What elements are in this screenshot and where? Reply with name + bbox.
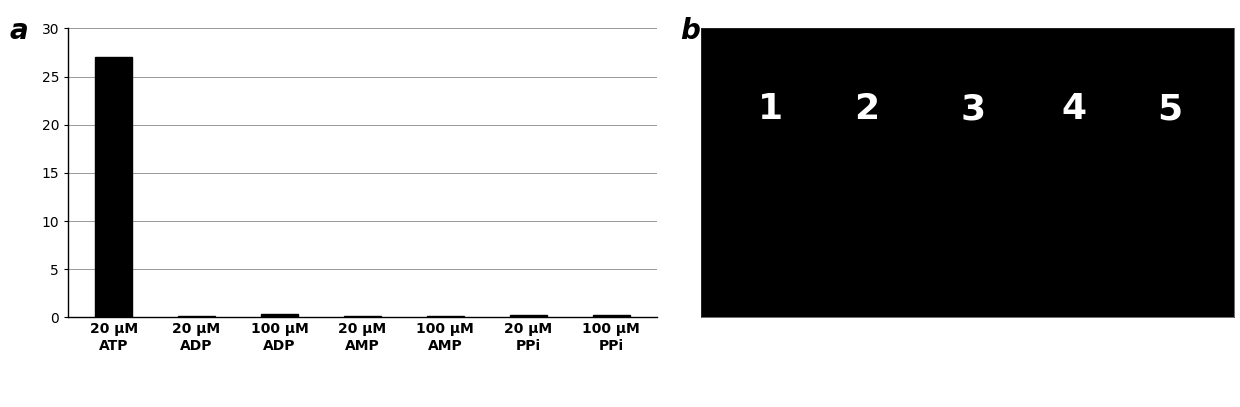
Bar bbox=[427, 316, 464, 317]
Bar bbox=[95, 57, 133, 317]
Bar bbox=[343, 316, 381, 317]
Bar bbox=[177, 316, 216, 317]
Text: 2: 2 bbox=[854, 92, 879, 127]
Text: a: a bbox=[10, 17, 29, 45]
Text: 4: 4 bbox=[1061, 92, 1086, 127]
Bar bbox=[593, 315, 630, 317]
Bar bbox=[510, 315, 547, 317]
Bar bbox=[260, 314, 298, 317]
Text: 1: 1 bbox=[758, 92, 784, 127]
Text: 5: 5 bbox=[1157, 92, 1183, 127]
Text: 3: 3 bbox=[960, 92, 986, 127]
Text: b: b bbox=[681, 17, 701, 45]
